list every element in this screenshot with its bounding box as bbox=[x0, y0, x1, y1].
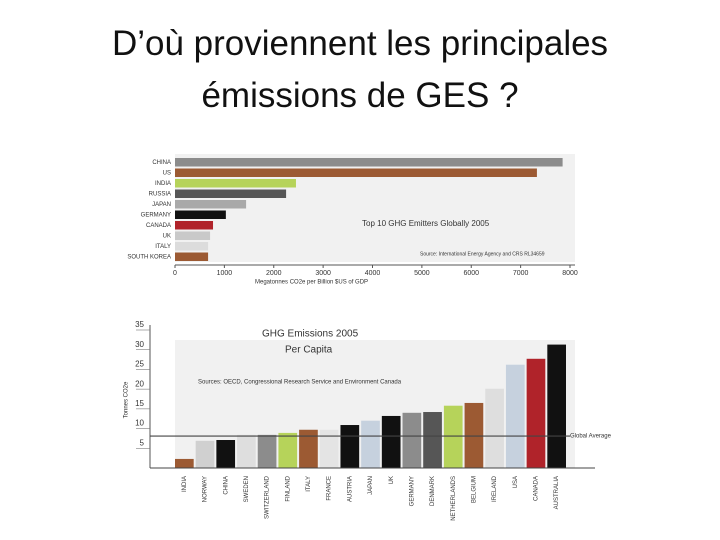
bar bbox=[423, 412, 442, 468]
category-label: AUSTRALIA bbox=[554, 476, 560, 509]
category-label: CHINA bbox=[223, 476, 229, 495]
bar bbox=[361, 420, 380, 468]
category-label: CHINA bbox=[152, 160, 171, 166]
category-label: CANADA bbox=[146, 223, 171, 229]
bar bbox=[299, 429, 318, 468]
bar bbox=[175, 179, 296, 188]
bar bbox=[381, 415, 401, 468]
bar bbox=[175, 158, 563, 167]
category-label: BELGIUM bbox=[471, 476, 477, 503]
bar bbox=[443, 405, 463, 468]
category-label: US bbox=[163, 170, 171, 176]
bar bbox=[216, 440, 236, 468]
category-label: SWEDEN bbox=[244, 476, 250, 502]
y-tick-label: 20 bbox=[135, 379, 144, 388]
category-label: AUSTRIA bbox=[347, 476, 353, 502]
bar bbox=[175, 168, 537, 177]
category-label: JAPAN bbox=[152, 202, 171, 208]
x-tick-label: 6000 bbox=[463, 270, 479, 277]
x-tick-label: 2000 bbox=[266, 270, 282, 277]
y-tick-label: 25 bbox=[135, 360, 144, 369]
bar bbox=[257, 434, 277, 468]
category-label: INDIA bbox=[155, 181, 171, 187]
category-label: INDIA bbox=[182, 476, 188, 492]
category-label: ITALY bbox=[155, 244, 171, 250]
x-tick-label: 0 bbox=[173, 270, 177, 277]
category-label: DENMARK bbox=[430, 476, 436, 506]
bar bbox=[402, 412, 422, 468]
bar bbox=[319, 429, 339, 468]
bar bbox=[175, 189, 287, 198]
y-tick-label: 10 bbox=[135, 419, 144, 428]
x-tick-label: 7000 bbox=[513, 270, 529, 277]
bar bbox=[175, 252, 209, 261]
bar bbox=[175, 200, 247, 209]
bar bbox=[526, 358, 546, 468]
category-label: ITALY bbox=[306, 476, 312, 492]
category-label: SWITZERLAND bbox=[265, 475, 271, 519]
category-label: GERMANY bbox=[409, 476, 415, 506]
x-tick-label: 4000 bbox=[365, 270, 381, 277]
category-label: GERMANY bbox=[141, 212, 171, 218]
category-label: UK bbox=[389, 476, 395, 484]
x-axis-label: Megatonnes CO2e per Billion $US of GDP bbox=[255, 280, 368, 286]
y-tick-label: 15 bbox=[135, 399, 144, 408]
bar bbox=[340, 425, 360, 468]
x-tick-label: 3000 bbox=[315, 270, 331, 277]
bar bbox=[485, 388, 504, 468]
category-label: JAPAN bbox=[368, 476, 374, 495]
bar bbox=[175, 242, 209, 251]
category-label: USA bbox=[513, 476, 519, 488]
bar bbox=[278, 432, 298, 468]
category-label: UK bbox=[163, 233, 171, 239]
x-tick-label: 5000 bbox=[414, 270, 430, 277]
chart-source: Source: International Energy Agency and … bbox=[420, 251, 545, 257]
chart-title: Top 10 GHG Emitters Globally 2005 bbox=[362, 219, 490, 228]
chart-subtitle: Per Capita bbox=[285, 345, 333, 356]
x-tick-label: 8000 bbox=[562, 270, 578, 277]
category-label: IRELAND bbox=[492, 475, 498, 502]
chart-title: GHG Emissions 2005 bbox=[262, 329, 359, 340]
category-label: NETHERLANDS bbox=[451, 476, 457, 521]
bar bbox=[505, 364, 525, 468]
category-label: FINLAND bbox=[285, 475, 291, 501]
y-tick-label: 5 bbox=[140, 438, 145, 447]
y-tick-label: 35 bbox=[135, 320, 144, 329]
chart-source: Sources: OECD, Congressional Research Se… bbox=[198, 380, 402, 386]
category-label: CANADA bbox=[534, 476, 540, 501]
y-axis-label: Tonnes CO2e bbox=[124, 381, 130, 418]
bar bbox=[175, 231, 211, 240]
reference-label: Global Average bbox=[570, 434, 612, 440]
bar bbox=[175, 221, 214, 230]
category-label: FRANCE bbox=[327, 476, 333, 501]
bar bbox=[237, 434, 256, 468]
y-tick-label: 30 bbox=[135, 340, 144, 349]
slide-title: D’où proviennent les principales émissio… bbox=[111, 24, 609, 115]
bar bbox=[547, 344, 566, 468]
category-label: NORWAY bbox=[203, 476, 209, 502]
category-label: SOUTH KOREA bbox=[127, 254, 171, 260]
category-label: RUSSIA bbox=[149, 191, 171, 197]
bar bbox=[195, 440, 215, 468]
x-tick-label: 1000 bbox=[217, 270, 233, 277]
bar bbox=[175, 210, 226, 219]
bar bbox=[175, 458, 194, 468]
